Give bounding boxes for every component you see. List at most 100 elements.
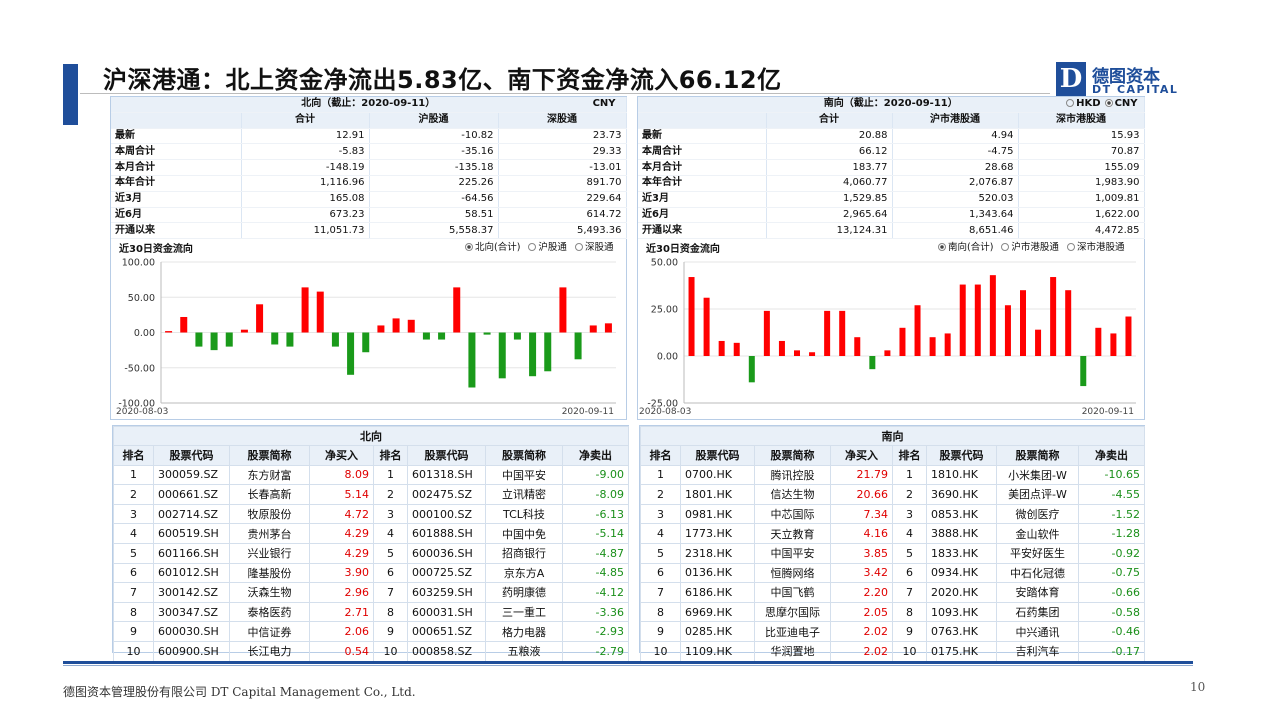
north-radio-option[interactable]: 沪股通 [524,242,567,253]
radio-icon [1066,99,1075,108]
north_top-cell: 兴业银行 [229,542,310,564]
south-row-value: 70.87 [1018,143,1145,161]
north-panel: 北向（截止：2020-09-11） CNY 合计 沪股通 深股通 最新 12.91 -1… [110,96,627,420]
north-chart-bar [331,332,339,347]
south-panel: 南向（截止：2020-09-11） HKD CNY 合计 沪市港股通 深市港股通 最新… [637,96,1145,420]
south-row-value: 8,651.46 [892,222,1019,240]
north_top-cell: 4.29 [309,523,374,544]
north_top-cell: 京东方A [485,562,563,584]
north_top-cell: -3.36 [562,601,629,623]
south-radio-option[interactable]: 沪市港股通 [997,242,1059,253]
north-row-value: -148.19 [241,159,370,176]
currency-option-label: HKD [1076,98,1101,110]
north-chart-bar [256,304,264,333]
south-chart-bar [1080,356,1087,387]
footer-company: 德图资本管理股份有限公司 DT Capital Management Co., … [63,685,416,699]
north_top-table-row: 2 000661.SZ 长春高新 5.14 2 002475.SZ 立讯精密 -8.09 [113,484,629,505]
north-chart-y-tick-label: 0.00 [134,328,155,339]
north_top-section-title: 北向 [113,426,629,446]
north_top-cell: 3 [113,503,154,525]
north_top-cell: 2.96 [309,582,374,603]
north_top-cell: 600031.SH [407,601,486,623]
south-chart-x-end-label: 2020-09-11 [1082,407,1134,417]
south-radio-option[interactable]: 深市港股通 [1063,242,1124,253]
south_top-cell: 7 [892,582,927,603]
north-row-label: 开通以来 [111,222,242,240]
logo-en-text: DT CAPITAL [1092,83,1179,96]
south_top-cell: -0.46 [1078,621,1145,642]
north_top-cell: 600036.SH [407,542,486,564]
north-chart-bar [453,287,461,333]
north-chart-bar [240,329,248,333]
north-row-value: -64.56 [369,191,499,208]
north-col-header: 沪股通 [369,112,499,129]
north-summary-row: 近3月 165.08 -64.56 229.64 [111,191,627,208]
north-row-value: 23.73 [498,128,627,145]
south_top-cell: 1 [892,464,927,486]
currency-option-cny[interactable]: CNY [1104,98,1138,109]
south-row-label: 本周合计 [638,143,767,161]
south_top-cell: 平安好医生 [996,542,1079,564]
north_top-cell: 9 [373,621,408,642]
north_top-cell: -4.87 [562,542,629,564]
north-radio-option[interactable]: 深股通 [571,242,613,253]
south_top-cell: 10 [892,640,927,662]
north_top-cell: 8 [113,601,154,623]
south_top-table-row: 9 0285.HK 比亚迪电子 2.02 9 0763.HK 中兴通讯 -0.46 [640,621,1145,642]
north-row-value: 225.26 [369,175,499,192]
south_top-table-row: 4 1773.HK 天立教育 4.16 4 3888.HK 金山软件 -1.28 [640,523,1145,544]
south-row-value: 183.77 [766,159,893,176]
north-chart-bar [574,332,582,360]
south_top-table-row: 8 6969.HK 思摩尔国际 2.05 8 1093.HK 石药集团 -0.58 [640,601,1145,623]
south-chart-bar [778,340,785,356]
title-divider [80,93,1050,94]
south-summary-table: 南向（截止：2020-09-11） HKD CNY 合计 沪市港股通 深市港股通 最新… [638,97,1145,240]
north-chart-bar [407,319,415,333]
south-currency-toggle[interactable]: HKD CNY [1062,97,1138,111]
north_top-table-row: 3 002714.SZ 牧原股份 4.72 3 000100.SZ TCL科技 -6.13 [113,503,629,525]
north_top-cell: 中信证券 [229,621,310,642]
south_top-cell: 0175.HK [926,640,997,662]
south_top-cell: 8 [892,601,927,623]
south_top-col-header: 股票简称 [754,445,831,466]
north-chart-bar [589,325,597,333]
page-number: 10 [1190,680,1206,694]
north_top-cell: 长春高新 [229,484,310,505]
south_top-cell: 9 [640,621,681,642]
south-row-value: 28.68 [892,159,1019,176]
south-chart-bar [748,356,755,383]
south-row-label: 最新 [638,128,767,145]
south_top-cell: 1773.HK [680,523,755,544]
north-summary-table: 北向（截止：2020-09-11） CNY 合计 沪股通 深股通 最新 12.91 -1… [111,97,627,240]
north-summary-row: 近6月 673.23 58.51 614.72 [111,207,627,224]
north-row-value: 29.33 [498,143,627,161]
south_top-cell: 天立教育 [754,523,831,544]
north-chart-bar [438,332,446,340]
south_top-cell: -1.28 [1078,523,1145,544]
south_top-cell: 8 [640,601,681,623]
title-accent-bar [63,64,78,125]
currency-option-hkd[interactable]: HKD [1066,98,1101,110]
radio-icon [465,243,473,251]
south-row-label: 开通以来 [638,222,767,240]
south-row-value: 66.12 [766,143,893,161]
south_top-cell: 1810.HK [926,464,997,486]
north_top-cell: 2 [373,484,408,505]
north-currency: CNY [592,98,616,110]
south_top-cell: 1 [640,464,681,486]
north-header-blank [111,112,242,129]
south-chart-bar [763,310,770,356]
north-row-label: 本年合计 [111,175,242,192]
south-radio-option[interactable]: 南向(合计) [934,242,993,253]
north_top-cell: 5.14 [309,484,374,505]
south-row-value: 20.88 [766,128,893,145]
north-row-value: 12.91 [241,128,370,145]
south_top-cell: 10 [640,640,681,662]
north-radio-option[interactable]: 北向(合计) [461,242,520,253]
south_top-cell: 3690.HK [926,484,997,505]
south-row-value: 4.94 [892,128,1019,145]
slide-title: 沪深港通：北上资金净流出5.83亿、南下资金净流入66.12亿 [103,66,782,94]
south_top-cell: 3 [892,503,927,525]
south_top-cell: 1833.HK [926,542,997,564]
